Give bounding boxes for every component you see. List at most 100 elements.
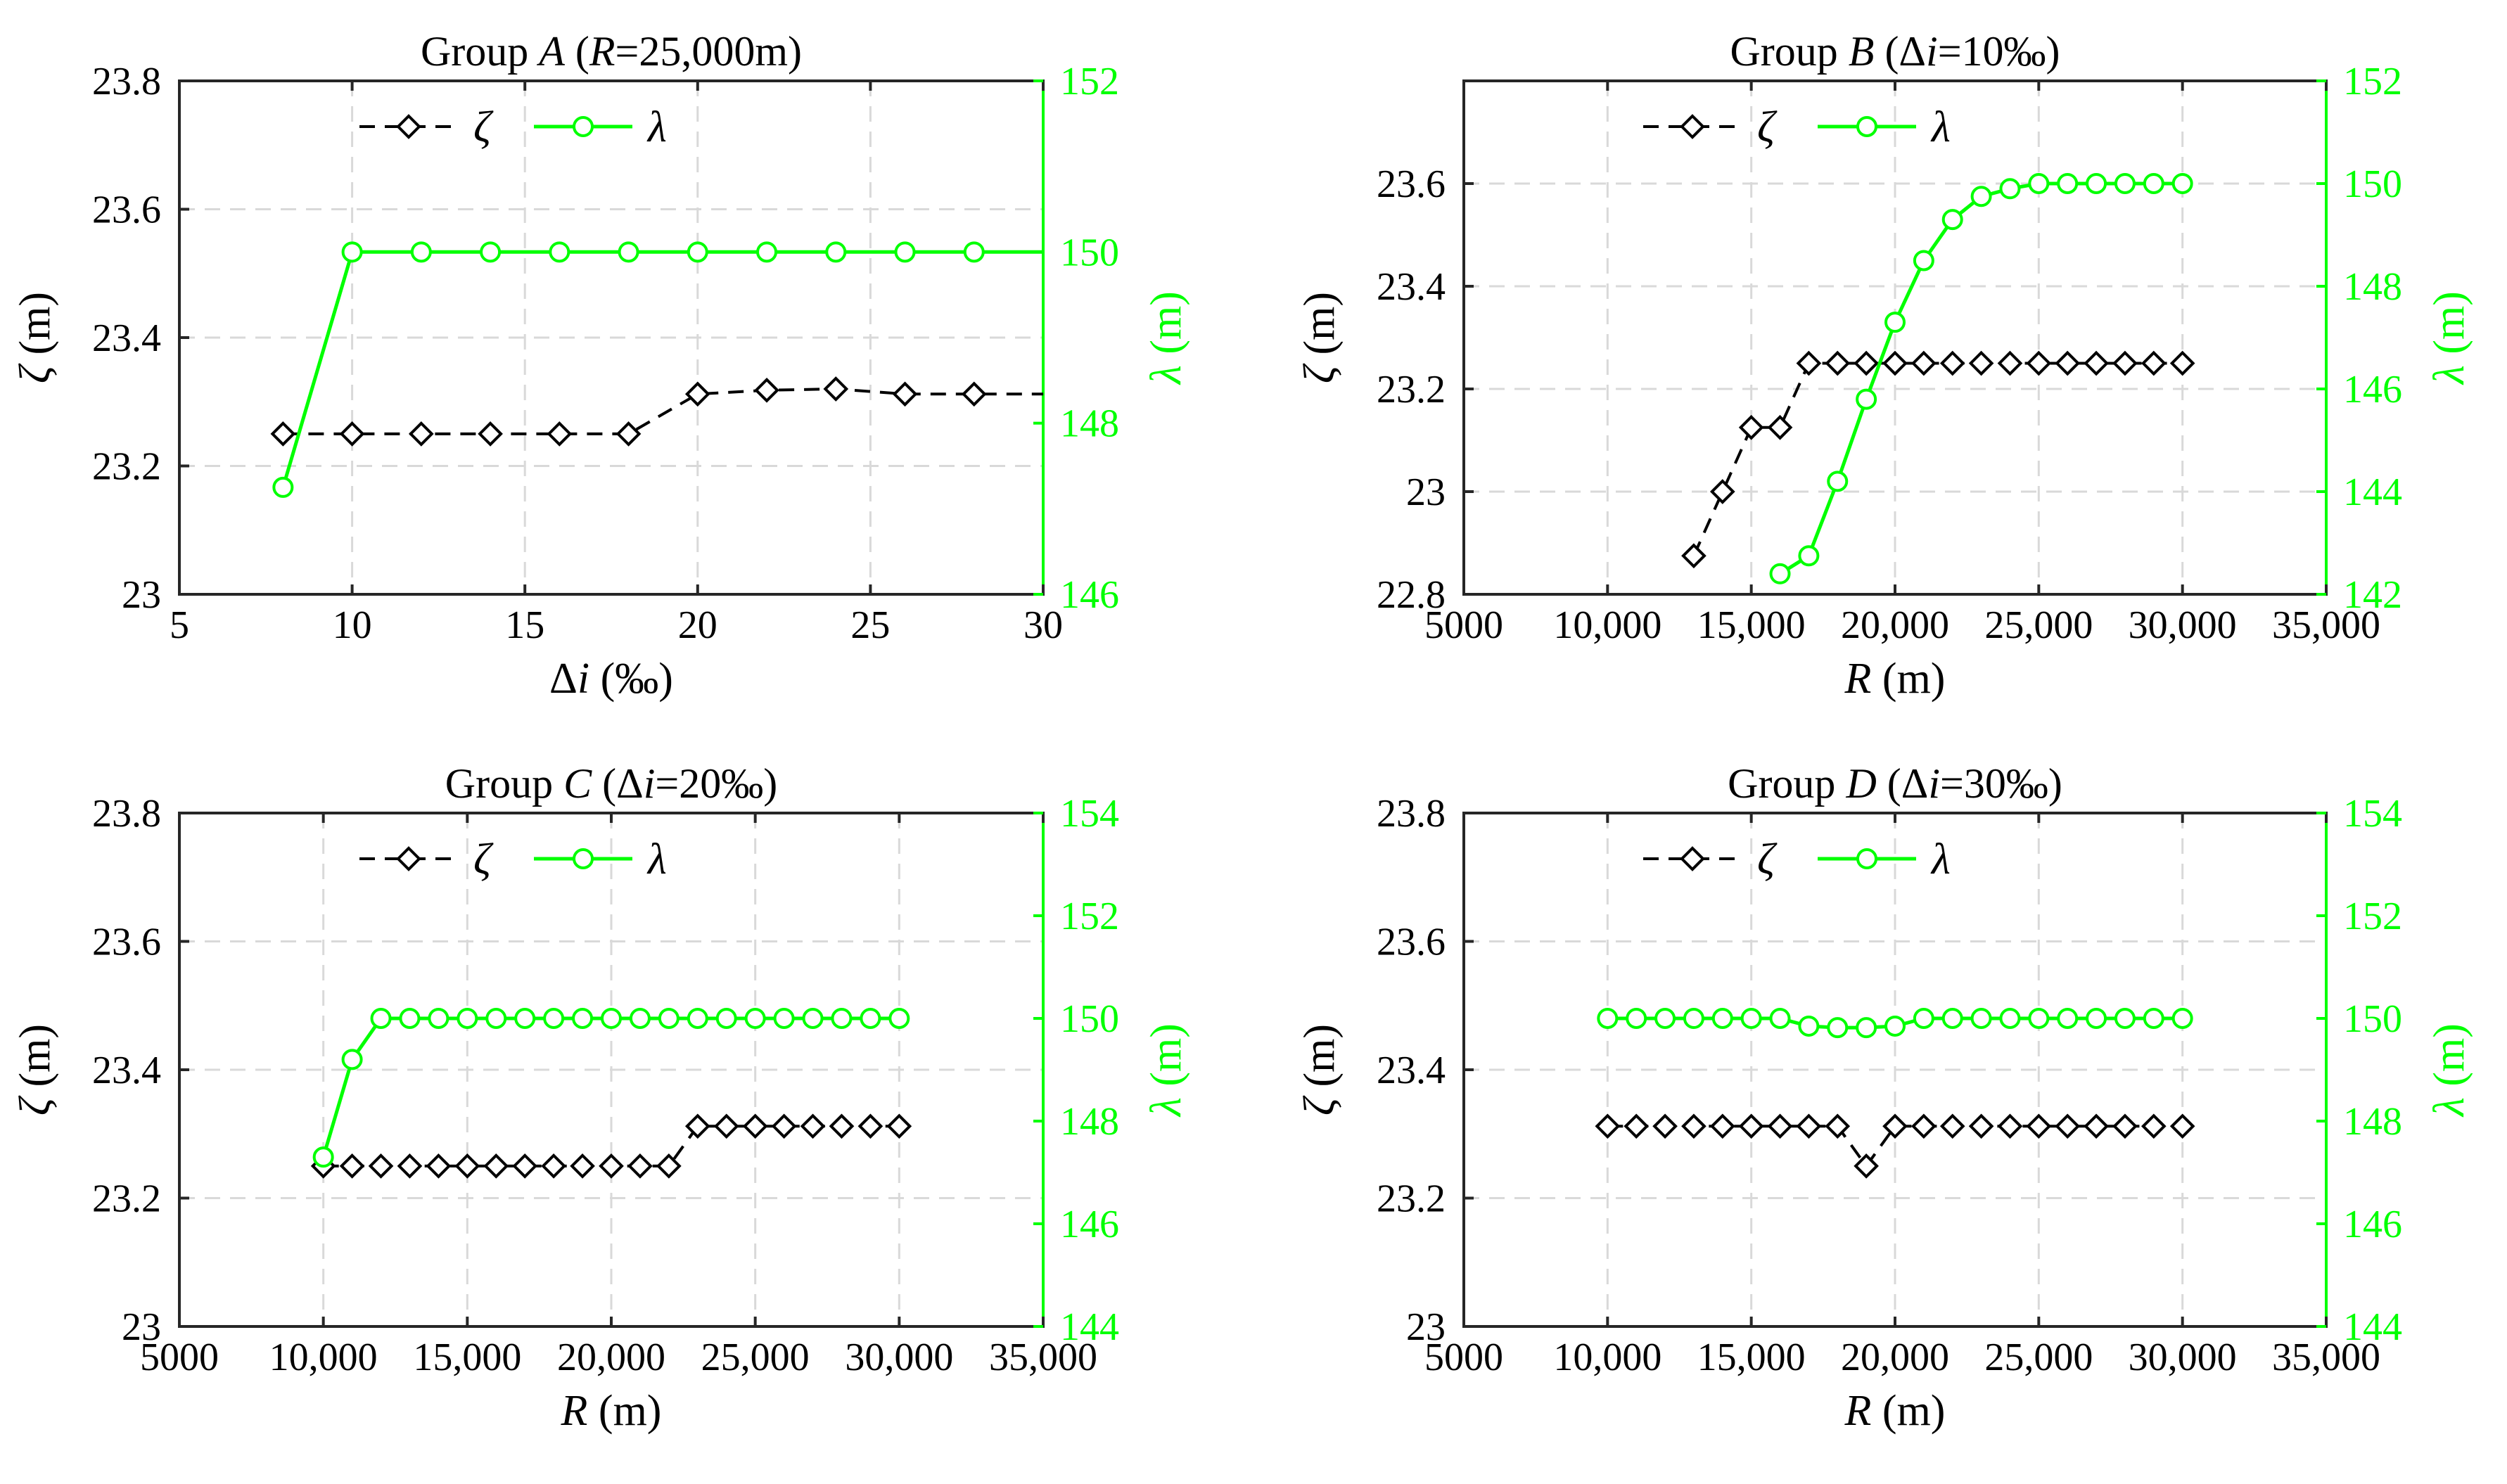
x-tick-label: 20,000: [557, 1336, 665, 1379]
legend-lambda-marker: [1856, 848, 1877, 869]
series-lambda: [1597, 1008, 2193, 1039]
chart-title: Group A (R=25,000m): [421, 28, 802, 75]
ylabel-var: ζ: [11, 1095, 59, 1115]
zeta-point: [2141, 1113, 2167, 1139]
x-tick-label: 5: [170, 603, 189, 647]
zeta-point: [454, 1153, 480, 1179]
xlabel-part: (m): [1871, 655, 1945, 703]
y-tick-label: 23.8: [92, 60, 161, 103]
legend-zeta-label: ζ: [1757, 103, 1778, 151]
lambda-point: [1913, 250, 1934, 271]
x-tick-label: 10,000: [1553, 603, 1661, 647]
x-tick-label: 30,000: [845, 1336, 953, 1379]
panel-c: 5000 10,000 15,000 20,000 25,000 30,000 35,000…: [11, 760, 1190, 1435]
x-tick-label: 15,000: [413, 1336, 521, 1379]
right-y-tick-label: 152: [2343, 895, 2402, 938]
right-y-tick-label: 146: [1060, 1203, 1119, 1246]
right-y-tick-label: 144: [2343, 471, 2402, 514]
zeta-point: [1968, 350, 1994, 376]
lambda-point: [629, 1008, 651, 1029]
right-y-tick-label: 150: [2343, 162, 2402, 206]
ylabel-part: (m): [1142, 1023, 1190, 1097]
zeta-point: [2112, 1113, 2138, 1139]
zeta-point: [742, 1113, 768, 1139]
lambda-point: [1999, 178, 2021, 200]
right-y-tick-label: 148: [2343, 1100, 2402, 1144]
lambda-point: [687, 1008, 708, 1029]
zeta-point: [771, 1113, 797, 1139]
y-axis-label-left: ζ (m): [11, 1024, 59, 1115]
legend-lambda-label: λ: [646, 836, 667, 883]
lambda-point: [2086, 173, 2107, 194]
title-var: D: [1845, 760, 1876, 807]
y-axis-label-left: ζ (m): [1296, 1024, 1344, 1115]
series-zeta: [270, 376, 1043, 447]
xlabel-var: i: [578, 655, 589, 703]
ylabel-var: ζ: [1296, 363, 1344, 383]
xlabel-part: (m): [1871, 1387, 1945, 1435]
lambda-point: [1827, 471, 1849, 492]
title-var: B: [1849, 28, 1875, 75]
title-var: i: [1928, 760, 1940, 807]
legend-zeta-marker: [1680, 114, 1705, 139]
lambda-line: [281, 250, 1043, 488]
xlabel-var: R: [561, 1387, 588, 1435]
title-part: Group: [445, 760, 563, 807]
legend-lambda-label: λ: [1930, 836, 1951, 883]
title-part: (Δ: [1874, 28, 1926, 75]
lambda-point: [2114, 1008, 2136, 1029]
title-part: =20‰): [655, 760, 777, 807]
ylabel-part: (m): [1296, 292, 1344, 366]
legend-zeta-label: ζ: [473, 836, 494, 883]
y-tick-label: 23.2: [92, 1177, 161, 1221]
lambda-point: [2028, 1008, 2050, 1029]
lambda-point: [543, 1008, 565, 1029]
lambda-point: [480, 241, 502, 263]
x-tick-label: 20: [678, 603, 717, 647]
zeta-point: [961, 381, 987, 407]
lambda-point: [601, 1008, 622, 1029]
zeta-point: [339, 421, 365, 447]
zeta-point: [2141, 350, 2167, 376]
series-zeta: [1681, 350, 2195, 569]
series-zeta: [310, 1113, 912, 1179]
legend-lambda-label: λ: [646, 103, 667, 151]
zeta-point: [857, 1113, 883, 1139]
chart-title: Group C (Δi=20‰): [445, 760, 777, 807]
right-y-tick-label: 142: [2343, 573, 2402, 617]
lambda-point: [1913, 1008, 1934, 1029]
lambda-point: [410, 241, 432, 263]
lambda-point: [457, 1008, 478, 1029]
y-axis-label-left: ζ (m): [11, 292, 59, 383]
lambda-point: [744, 1008, 766, 1029]
lambda-point: [1798, 545, 1820, 567]
x-tick-label: 5000: [1424, 603, 1503, 647]
title-var: R: [589, 28, 615, 75]
x-axis-label: R (m): [1844, 1387, 1946, 1435]
x-tick-label: 35,000: [2272, 1336, 2380, 1379]
lambda-point: [888, 1008, 910, 1029]
title-var: A: [536, 28, 565, 75]
zeta-point: [270, 421, 296, 447]
zeta-point: [339, 1153, 365, 1179]
lambda-point: [1740, 1008, 1762, 1029]
lambda-point: [756, 241, 778, 263]
lambda-point: [2143, 1008, 2164, 1029]
title-part: (Δ: [1877, 760, 1929, 807]
zeta-point: [397, 1153, 423, 1179]
x-tick-label: 30,000: [2129, 1336, 2237, 1379]
lambda-point: [1856, 1017, 1877, 1039]
xlabel-part: Δ: [549, 655, 578, 703]
zeta-point: [2084, 1113, 2109, 1139]
ylabel-part: (m): [1296, 1024, 1344, 1098]
lambda-point: [715, 1008, 737, 1029]
y-tick-label: 23: [122, 573, 161, 617]
lambda-point: [1626, 1008, 1647, 1029]
series-lambda: [1769, 173, 2193, 584]
lambda-point: [773, 1008, 795, 1029]
lambda-point: [2057, 173, 2079, 194]
right-y-tick-label: 152: [1060, 895, 1119, 938]
lambda-point: [963, 241, 985, 263]
zeta-point: [627, 1153, 653, 1179]
